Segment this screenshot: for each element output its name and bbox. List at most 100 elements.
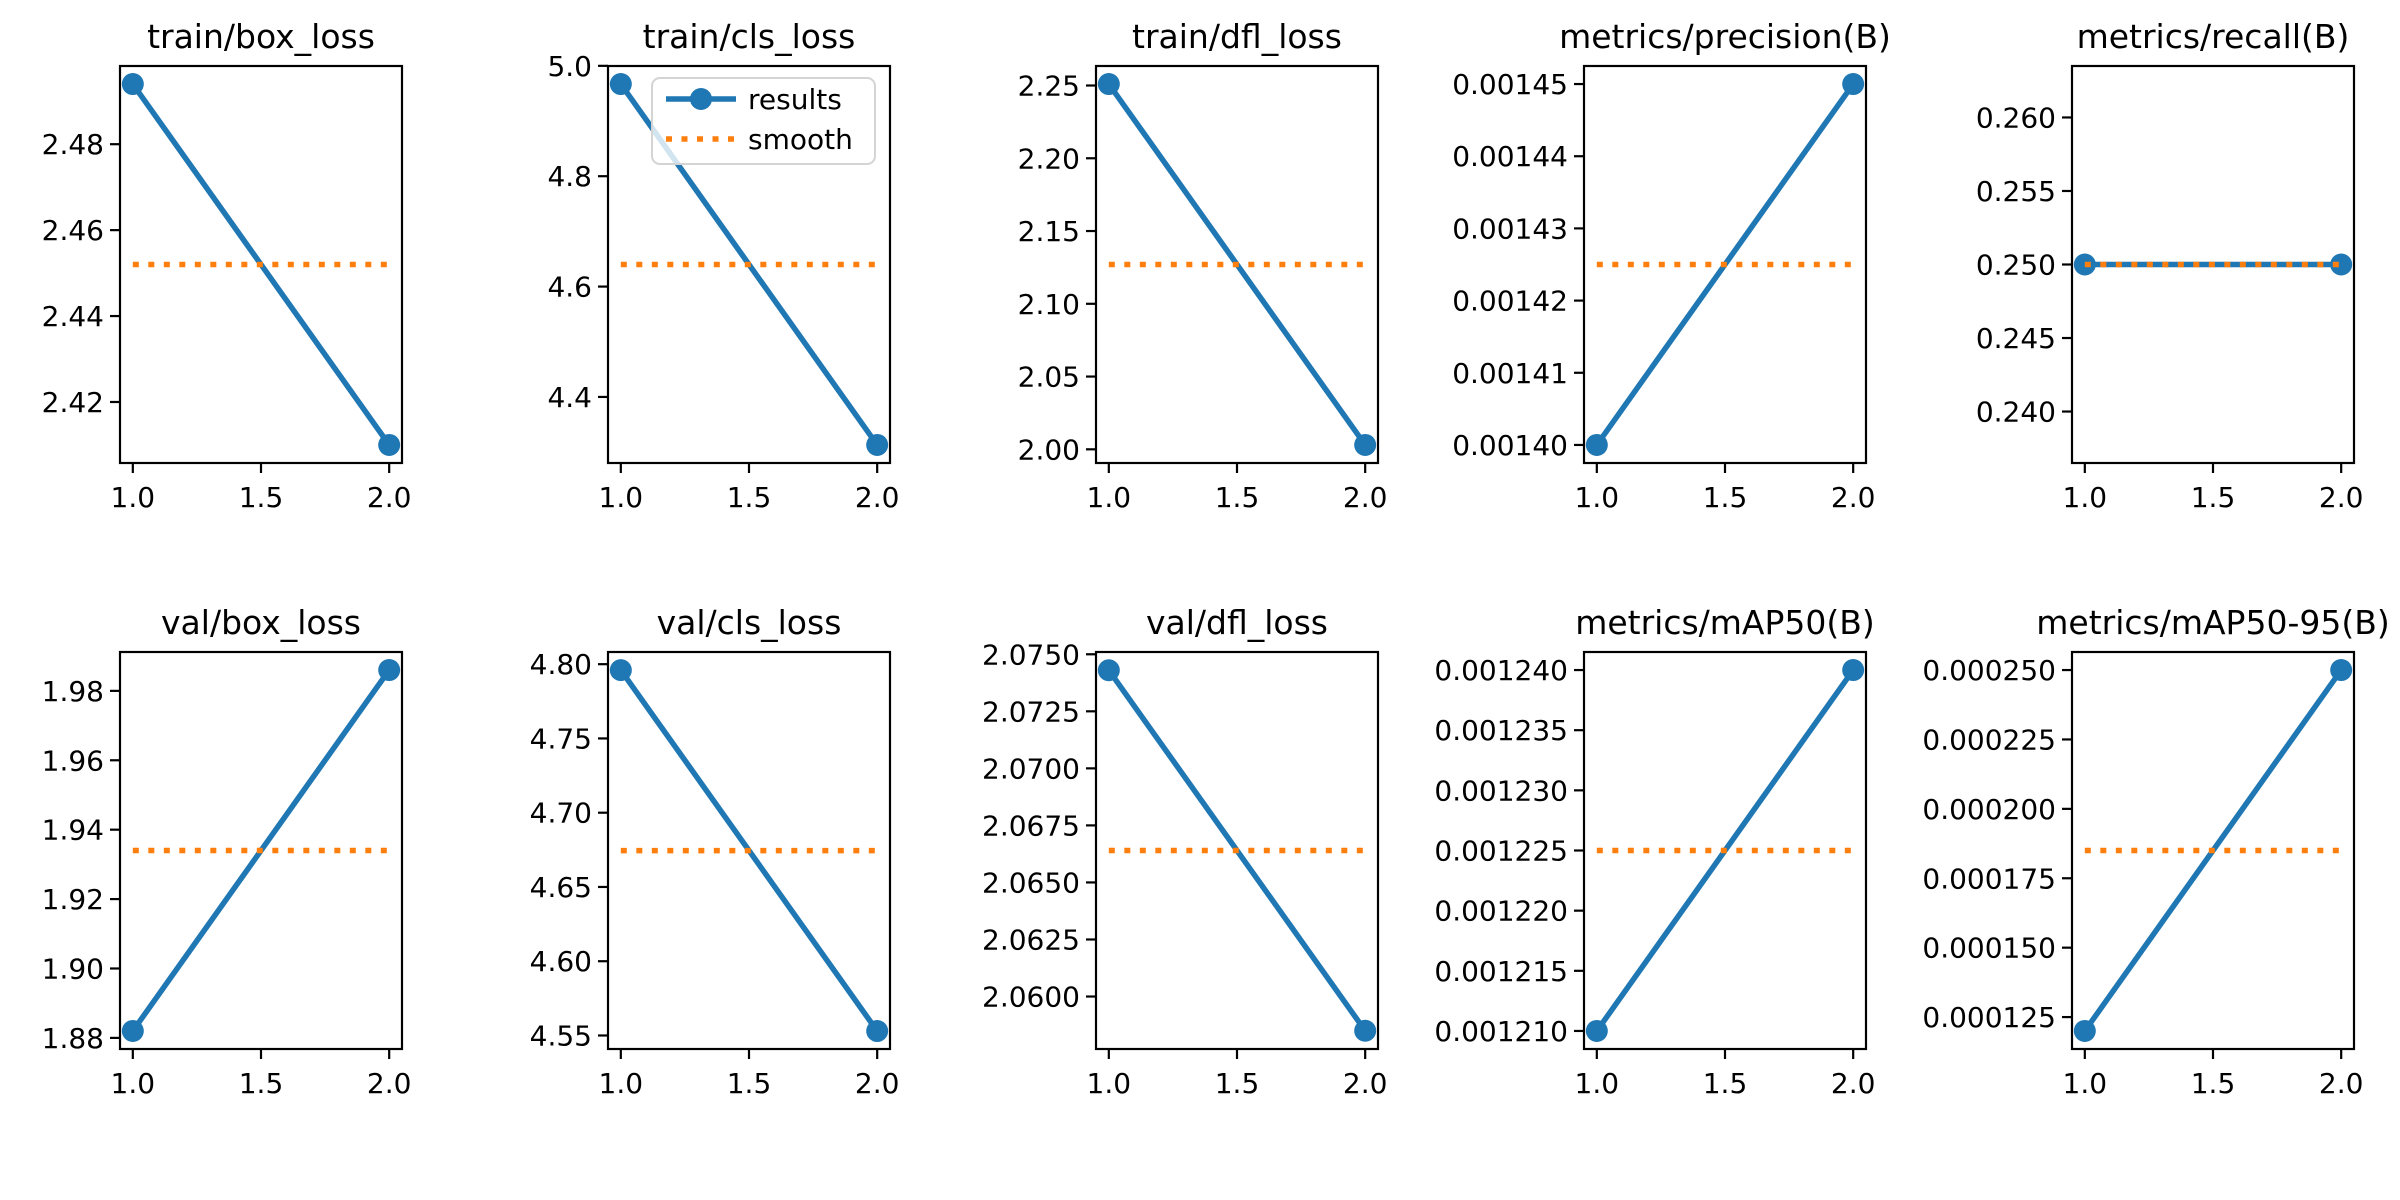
y-tick-label: 0.00145 (1452, 68, 1568, 101)
plot-title: val/box_loss (161, 603, 361, 642)
y-tick-label: 1.96 (42, 744, 104, 777)
x-tick-label: 2.0 (367, 481, 412, 514)
plot-title: train/cls_loss (643, 17, 856, 56)
y-tick-label: 2.0600 (982, 981, 1080, 1014)
y-tick-label: 2.0650 (982, 866, 1080, 899)
results-marker (866, 433, 889, 456)
x-tick-label: 2.0 (855, 1067, 900, 1100)
subplot-val-dfl-loss: 2.0600 2.0625 2.0650 2.0675 2.0700 2.0725 2.07… (982, 603, 1387, 1100)
y-tick-label: 2.00 (1018, 433, 1080, 466)
y-tick-label: 0.001225 (1434, 835, 1568, 868)
plot-title: train/dfl_loss (1132, 17, 1342, 56)
y-tick-label: 2.15 (1018, 215, 1080, 248)
plot-title: val/dfl_loss (1146, 603, 1328, 642)
x-tick-label: 1.5 (727, 481, 772, 514)
x-tick-label: 1.0 (599, 1067, 644, 1100)
subplot-metrics-recall-b-: 0.240 0.245 0.250 0.255 0.260 1.0 1.5 2.0 metric… (1976, 17, 2364, 514)
y-tick-label: 0.00144 (1452, 140, 1568, 173)
x-tick-label: 1.5 (239, 481, 284, 514)
x-tick-label: 2.0 (1831, 1067, 1876, 1100)
plot-title: metrics/precision(B) (1559, 17, 1891, 56)
x-tick-label: 1.5 (2191, 1067, 2236, 1100)
y-tick-label: 1.92 (42, 883, 104, 916)
y-tick-label: 0.001210 (1434, 1015, 1568, 1048)
results-marker (1585, 433, 1608, 456)
x-tick-label: 1.0 (2063, 1067, 2108, 1100)
subplot-val-cls-loss: 4.55 4.60 4.65 4.70 4.75 4.80 1.0 1.5 2.0 val/cls… (530, 603, 900, 1100)
results-marker (609, 73, 632, 96)
x-tick-label: 1.5 (1215, 1067, 1260, 1100)
results-marker (609, 659, 632, 682)
plot-title: metrics/recall(B) (2077, 17, 2350, 56)
y-tick-label: 0.240 (1976, 396, 2056, 429)
plot-title: train/box_loss (147, 17, 375, 56)
results-marker (2330, 253, 2353, 276)
y-tick-label: 0.000175 (1922, 862, 2056, 895)
y-tick-label: 2.0725 (982, 695, 1080, 728)
x-tick-label: 2.0 (1343, 1067, 1388, 1100)
y-tick-label: 0.255 (1976, 175, 2056, 208)
y-tick-label: 0.00143 (1452, 212, 1568, 245)
y-tick-label: 2.0750 (982, 638, 1080, 671)
y-tick-label: 2.46 (42, 214, 104, 247)
x-tick-label: 1.5 (727, 1067, 772, 1100)
y-tick-label: 2.20 (1018, 142, 1080, 175)
legend-results-marker (690, 88, 712, 110)
results-marker (1585, 1019, 1608, 1042)
legend-results-label: results (748, 83, 842, 116)
x-tick-label: 2.0 (855, 481, 900, 514)
x-tick-label: 2.0 (2319, 1067, 2364, 1100)
results-marker (378, 433, 401, 456)
results-marker (1097, 73, 1120, 96)
y-tick-label: 0.260 (1976, 101, 2056, 134)
results-marker (2073, 1019, 2096, 1042)
subplot-metrics-map50-b-: 0.001210 0.001215 0.001220 0.001225 0.001230… (1434, 603, 1875, 1100)
results-marker (121, 73, 144, 96)
y-tick-label: 2.0700 (982, 752, 1080, 785)
legend: results smooth (651, 77, 876, 165)
x-tick-label: 1.0 (2063, 481, 2108, 514)
y-tick-label: 4.6 (547, 271, 592, 304)
x-tick-label: 1.5 (1703, 1067, 1748, 1100)
y-tick-label: 2.42 (42, 386, 104, 419)
subplot-train-dfl-loss: 2.00 2.05 2.10 2.15 2.20 2.25 1.0 1.5 2.0 train/d… (1018, 17, 1388, 514)
results-marker (1842, 659, 1865, 682)
subplot-val-box-loss: 1.88 1.90 1.92 1.94 1.96 1.98 1.0 1.5 2.0 val/box… (42, 603, 412, 1100)
x-tick-label: 2.0 (1343, 481, 1388, 514)
y-tick-label: 2.48 (42, 128, 104, 161)
y-tick-label: 0.001220 (1434, 895, 1568, 928)
y-tick-label: 1.90 (42, 952, 104, 985)
y-tick-label: 0.000125 (1922, 1001, 2056, 1034)
y-tick-label: 0.00142 (1452, 285, 1568, 318)
subplot-metrics-map50-95-b-: 0.000125 0.000150 0.000175 0.000200 0.000225… (1922, 603, 2389, 1100)
y-tick-label: 4.4 (547, 381, 592, 414)
results-marker (378, 659, 401, 682)
results-marker (1097, 659, 1120, 682)
y-tick-label: 4.60 (530, 945, 592, 978)
y-tick-label: 0.00140 (1452, 429, 1568, 462)
x-tick-label: 1.0 (111, 481, 156, 514)
y-tick-label: 0.250 (1976, 249, 2056, 282)
y-tick-label: 0.001215 (1434, 955, 1568, 988)
x-tick-label: 2.0 (2319, 481, 2364, 514)
x-tick-label: 1.5 (2191, 481, 2236, 514)
y-tick-label: 0.000150 (1922, 932, 2056, 965)
subplot-train-box-loss: 2.42 2.44 2.46 2.48 1.0 1.5 2.0 train/box_loss (42, 17, 412, 514)
y-tick-label: 2.0625 (982, 923, 1080, 956)
y-tick-label: 1.94 (42, 814, 104, 847)
results-marker (121, 1019, 144, 1042)
x-tick-label: 1.5 (1703, 481, 1748, 514)
y-tick-label: 0.001240 (1434, 654, 1568, 687)
results-marker (866, 1020, 889, 1043)
subplot-metrics-precision-b-: 0.00140 0.00141 0.00142 0.00143 0.00144 0.001… (1452, 17, 1891, 514)
y-tick-label: 2.44 (42, 300, 104, 333)
y-tick-label: 4.8 (547, 160, 592, 193)
y-tick-label: 0.00141 (1452, 357, 1568, 390)
x-tick-label: 1.0 (599, 481, 644, 514)
subplot-train-cls-loss: 4.4 4.6 4.8 5.0 1.0 1.5 2.0 train/cls_lossresul… (547, 17, 899, 514)
y-tick-label: 0.245 (1976, 322, 2056, 355)
y-tick-label: 4.65 (530, 871, 592, 904)
results-marker (1354, 433, 1377, 456)
x-tick-label: 1.5 (239, 1067, 284, 1100)
